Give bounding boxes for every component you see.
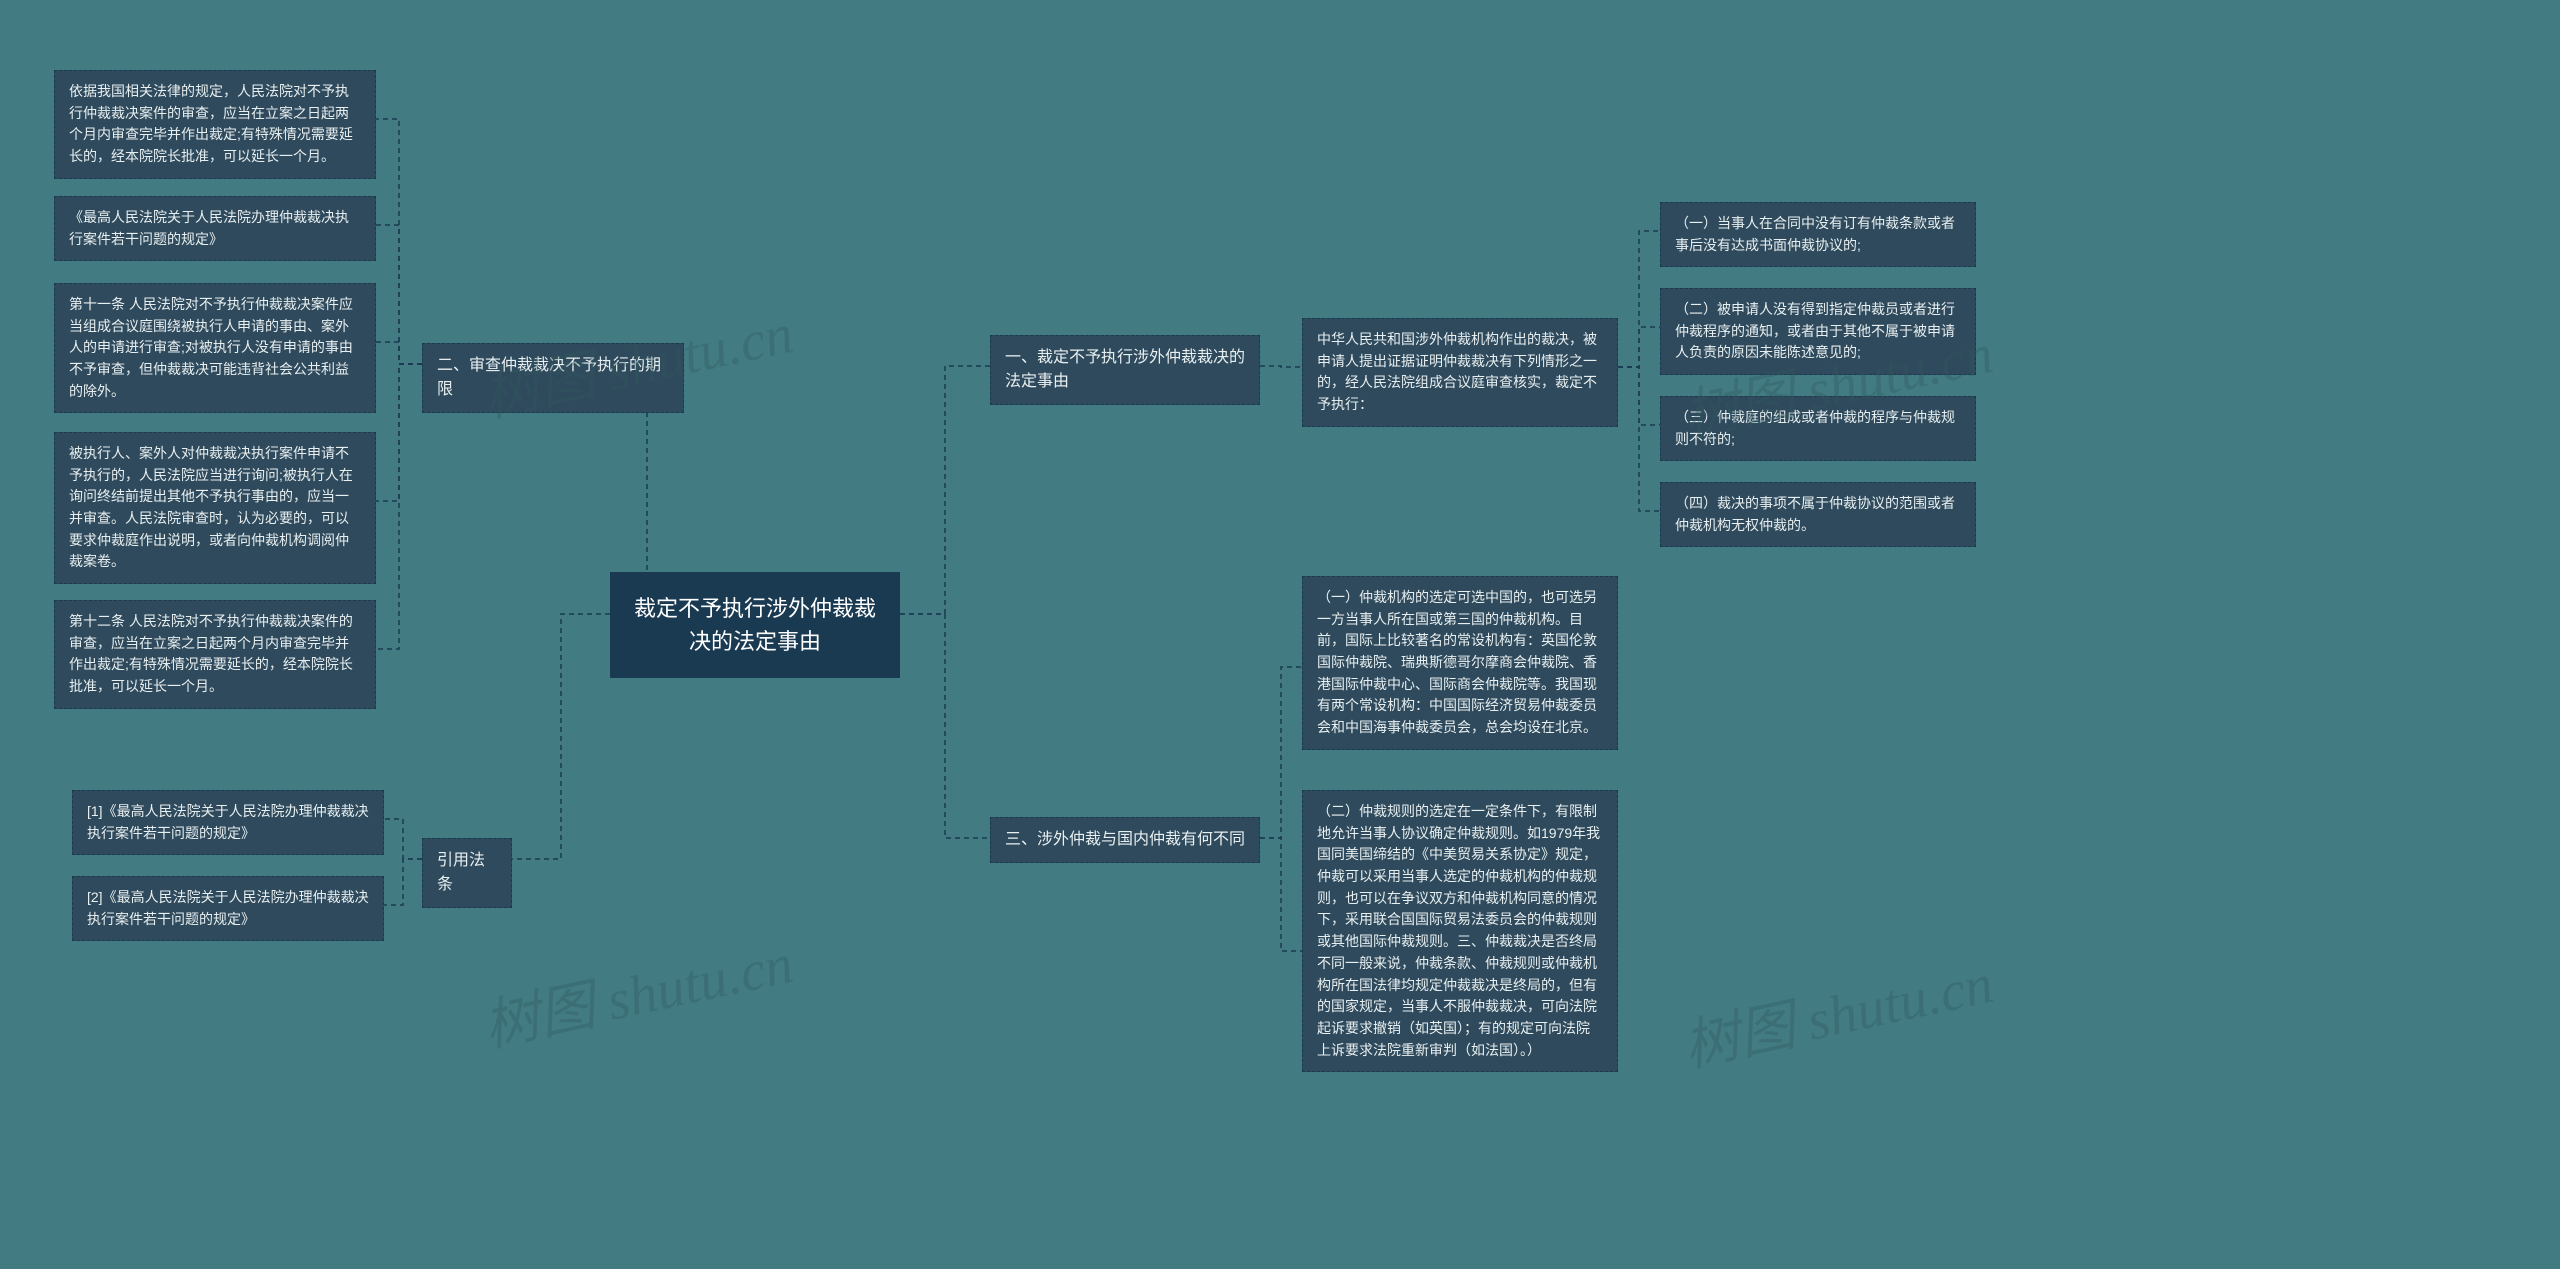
leaf-cite-0: [1]《最高人民法院关于人民法院办理仲裁裁决执行案件若干问题的规定》: [72, 790, 384, 855]
leaf-s1-0-0: （一）当事人在合同中没有订有仲裁条款或者事后没有达成书面仲裁协议的;: [1660, 202, 1976, 267]
branch-section-3: 三、涉外仲裁与国内仲裁有何不同: [990, 817, 1260, 863]
leaf-s3-0: （一）仲裁机构的选定可选中国的，也可选另一方当事人所在国或第三国的仲裁机构。目前…: [1302, 576, 1618, 750]
leaf-s1-0: 中华人民共和国涉外仲裁机构作出的裁决，被申请人提出证据证明仲裁裁决有下列情形之一…: [1302, 318, 1618, 427]
branch-label: 引用法条: [437, 852, 485, 893]
leaf-text: 被执行人、案外人对仲裁裁决执行案件申请不予执行的，人民法院应当进行询问;被执行人…: [69, 445, 353, 569]
leaf-s1-0-1: （二）被申请人没有得到指定仲裁员或者进行仲裁程序的通知，或者由于其他不属于被申请…: [1660, 288, 1976, 375]
leaf-text: 第十二条 人民法院对不予执行仲裁裁决案件的审查，应当在立案之日起两个月内审查完毕…: [69, 613, 353, 694]
leaf-text: （二）仲裁规则的选定在一定条件下，有限制地允许当事人协议确定仲裁规则。如1979…: [1317, 803, 1600, 1058]
branch-section-2: 二、审查仲裁裁决不予执行的期限: [422, 343, 684, 413]
watermark: 树图 shutu.cn: [475, 918, 799, 1063]
branch-label: 一、裁定不予执行涉外仲裁裁决的法定事由: [1005, 349, 1245, 390]
leaf-text: 《最高人民法院关于人民法院办理仲裁裁决执行案件若干问题的规定》: [69, 209, 349, 247]
leaf-s2-1: 《最高人民法院关于人民法院办理仲裁裁决执行案件若干问题的规定》: [54, 196, 376, 261]
leaf-s3-1: （二）仲裁规则的选定在一定条件下，有限制地允许当事人协议确定仲裁规则。如1979…: [1302, 790, 1618, 1072]
watermark: 树图 shutu.cn: [1675, 938, 1999, 1083]
leaf-text: （四）裁决的事项不属于仲裁协议的范围或者仲裁机构无权仲裁的。: [1675, 495, 1955, 533]
leaf-text: （二）被申请人没有得到指定仲裁员或者进行仲裁程序的通知，或者由于其他不属于被申请…: [1675, 301, 1955, 360]
leaf-text: （一）当事人在合同中没有订有仲裁条款或者事后没有达成书面仲裁协议的;: [1675, 215, 1955, 253]
leaf-s1-0-2: （三）仲裁庭的组成或者仲裁的程序与仲裁规则不符的;: [1660, 396, 1976, 461]
leaf-s1-0-3: （四）裁决的事项不属于仲裁协议的范围或者仲裁机构无权仲裁的。: [1660, 482, 1976, 547]
leaf-text: （一）仲裁机构的选定可选中国的，也可选另一方当事人所在国或第三国的仲裁机构。目前…: [1317, 589, 1597, 735]
branch-citations: 引用法条: [422, 838, 512, 908]
leaf-s2-2: 第十一条 人民法院对不予执行仲裁裁决案件应当组成合议庭围绕被执行人申请的事由、案…: [54, 283, 376, 413]
leaf-cite-1: [2]《最高人民法院关于人民法院办理仲裁裁决执行案件若干问题的规定》: [72, 876, 384, 941]
root-label: 裁定不予执行涉外仲裁裁决的法定事由: [634, 596, 876, 654]
leaf-text: 第十一条 人民法院对不予执行仲裁裁决案件应当组成合议庭围绕被执行人申请的事由、案…: [69, 296, 353, 399]
leaf-s2-3: 被执行人、案外人对仲裁裁决执行案件申请不予执行的，人民法院应当进行询问;被执行人…: [54, 432, 376, 584]
leaf-text: （三）仲裁庭的组成或者仲裁的程序与仲裁规则不符的;: [1675, 409, 1955, 447]
leaf-s2-0: 依据我国相关法律的规定，人民法院对不予执行仲裁裁决案件的审查，应当在立案之日起两…: [54, 70, 376, 179]
root-node: 裁定不予执行涉外仲裁裁决的法定事由: [610, 572, 900, 678]
leaf-text: [1]《最高人民法院关于人民法院办理仲裁裁决执行案件若干问题的规定》: [87, 803, 369, 841]
branch-label: 二、审查仲裁裁决不予执行的期限: [437, 357, 661, 398]
leaf-text: [2]《最高人民法院关于人民法院办理仲裁裁决执行案件若干问题的规定》: [87, 889, 369, 927]
leaf-text: 中华人民共和国涉外仲裁机构作出的裁决，被申请人提出证据证明仲裁裁决有下列情形之一…: [1317, 331, 1597, 412]
branch-label: 三、涉外仲裁与国内仲裁有何不同: [1005, 831, 1245, 848]
connector-layer: [0, 0, 2560, 1269]
leaf-text: 依据我国相关法律的规定，人民法院对不予执行仲裁裁决案件的审查，应当在立案之日起两…: [69, 83, 353, 164]
branch-section-1: 一、裁定不予执行涉外仲裁裁决的法定事由: [990, 335, 1260, 405]
leaf-s2-4: 第十二条 人民法院对不予执行仲裁裁决案件的审查，应当在立案之日起两个月内审查完毕…: [54, 600, 376, 709]
